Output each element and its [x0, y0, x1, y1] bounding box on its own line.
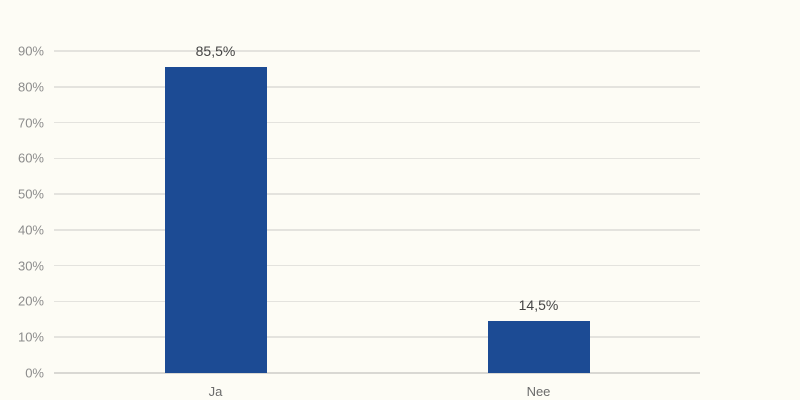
- category-label-ja: Ja: [208, 384, 223, 399]
- gridline: [54, 336, 700, 338]
- gridline: [54, 229, 700, 231]
- gridline: [54, 264, 700, 267]
- gridline: [54, 86, 700, 88]
- y-tick-label: 10%: [17, 329, 44, 345]
- x-axis-baseline: [54, 372, 700, 374]
- y-tick-label: 20%: [17, 293, 44, 309]
- y-tick-label: 0%: [25, 365, 44, 381]
- data-label-ja: 85,5%: [195, 43, 236, 60]
- y-tick-label: 80%: [17, 79, 44, 95]
- category-label-nee: Nee: [526, 384, 551, 399]
- data-label-nee: 14,5%: [518, 297, 559, 314]
- gridline: [54, 50, 700, 52]
- y-tick-label: 70%: [17, 115, 44, 131]
- gridline: [54, 300, 700, 303]
- gridline: [54, 121, 700, 124]
- y-tick-label: 60%: [17, 150, 44, 166]
- bar-nee: [487, 321, 590, 373]
- y-tick-label: 50%: [17, 186, 44, 202]
- bar-ja: [164, 67, 267, 373]
- y-tick-label: 40%: [17, 222, 44, 238]
- gridline: [54, 157, 700, 160]
- y-tick-label: 30%: [17, 258, 44, 274]
- gridline: [54, 193, 700, 195]
- y-tick-label: 90%: [17, 43, 44, 59]
